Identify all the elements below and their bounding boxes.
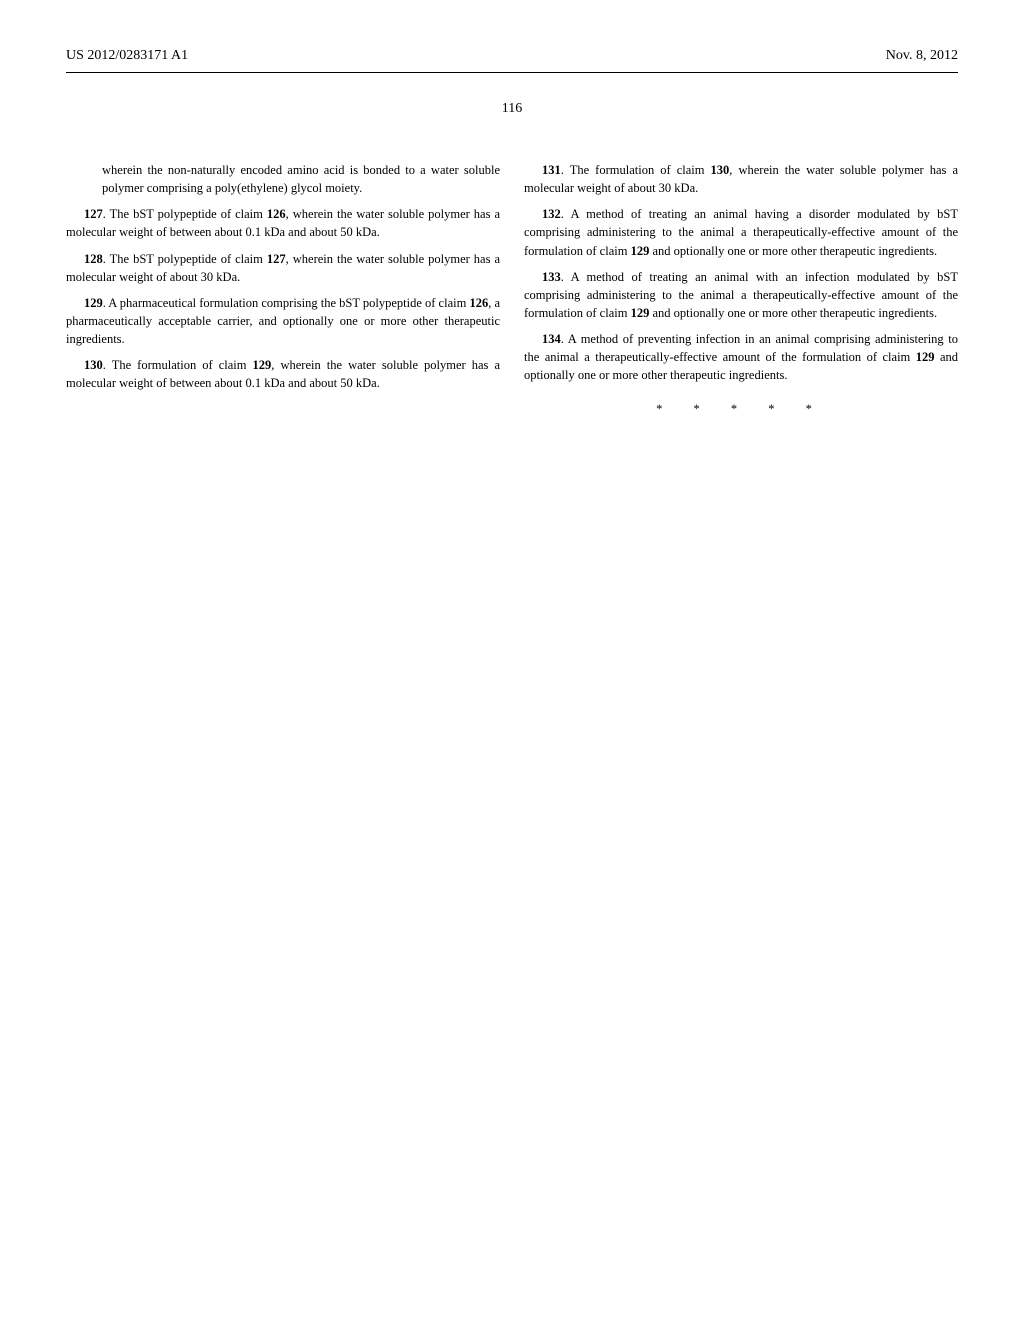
claim-131: 131. The formulation of claim 130, where… [524,161,958,197]
claim-text: . The formulation of claim [561,163,711,177]
claim-text: . The bST polypeptide of claim [103,207,267,221]
claim-text: . The bST polypeptide of claim [103,252,267,266]
claim-num: 133 [542,270,561,284]
claim-num: 130 [84,358,103,372]
right-column: 131. The formulation of claim 130, where… [524,161,958,419]
claim-128: 128. The bST polypeptide of claim 127, w… [66,250,500,286]
claim-text: and optionally one or more other therape… [649,244,937,258]
ref-num: 126 [469,296,488,310]
claim-127: 127. The bST polypeptide of claim 126, w… [66,205,500,241]
page-header: US 2012/0283171 A1 Nov. 8, 2012 [66,48,958,64]
ref-num: 129 [253,358,272,372]
ref-num: 130 [711,163,730,177]
claim-num: 128 [84,252,103,266]
claim-130: 130. The formulation of claim 129, where… [66,356,500,392]
content-columns: wherein the non-naturally encoded amino … [66,161,958,419]
left-column: wherein the non-naturally encoded amino … [66,161,500,419]
claim-text: . The formulation of claim [103,358,253,372]
claim-continuation: wherein the non-naturally encoded amino … [66,161,500,197]
ref-num: 127 [267,252,286,266]
claim-num: 134 [542,332,561,346]
publication-number: US 2012/0283171 A1 [66,48,188,64]
page-number: 116 [66,101,958,117]
claim-num: 131 [542,163,561,177]
ref-num: 129 [631,244,650,258]
claim-129: 129. A pharmaceutical formulation compri… [66,294,500,348]
ref-num: 126 [267,207,286,221]
claim-num: 129 [84,296,103,310]
claim-134: 134. A method of preventing infection in… [524,330,958,384]
end-asterisks: * * * * * [524,400,958,418]
publication-date: Nov. 8, 2012 [886,48,958,64]
claim-text: and optionally one or more other therape… [649,306,937,320]
claim-133: 133. A method of treating an animal with… [524,268,958,322]
claim-text: . A pharmaceutical formulation comprisin… [103,296,470,310]
claim-text: . A method of preventing infection in an… [524,332,958,364]
header-divider [66,72,958,73]
ref-num: 129 [916,350,935,364]
ref-num: 129 [631,306,650,320]
claim-132: 132. A method of treating an animal havi… [524,205,958,259]
claim-num: 127 [84,207,103,221]
claim-num: 132 [542,207,561,221]
